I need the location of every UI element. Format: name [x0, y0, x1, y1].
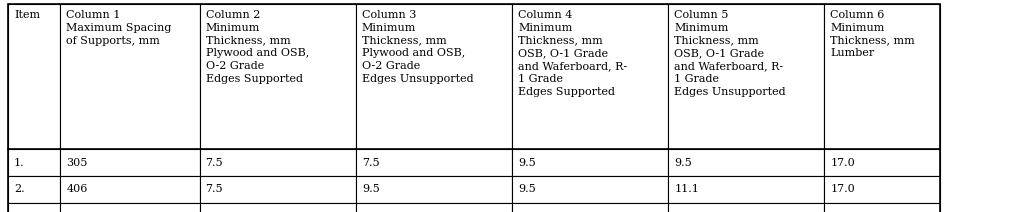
Text: Column 5
Minimum
Thickness, mm
OSB, O-1 Grade
and Waferboard, R-
1 Grade
Edges U: Column 5 Minimum Thickness, mm OSB, O-1 … — [674, 10, 785, 97]
Text: 1.: 1. — [14, 158, 25, 167]
Text: Column 1
Maximum Spacing
of Supports, mm: Column 1 Maximum Spacing of Supports, mm — [67, 10, 172, 97]
Bar — [60, 4, 200, 149]
Bar — [200, 4, 355, 149]
Text: 17.0: 17.0 — [830, 158, 855, 167]
Bar — [60, 203, 200, 212]
Bar — [355, 176, 512, 203]
Text: 9.5: 9.5 — [518, 158, 536, 167]
Text: 7.5: 7.5 — [361, 158, 379, 167]
Bar — [8, 149, 60, 176]
Bar — [669, 149, 824, 176]
Bar — [200, 149, 355, 176]
Bar — [355, 203, 512, 212]
Bar — [824, 176, 940, 203]
Bar — [824, 203, 940, 212]
Bar — [669, 4, 824, 149]
Text: Item: Item — [14, 10, 40, 20]
Bar — [60, 176, 200, 203]
Text: 7.5: 7.5 — [206, 158, 223, 167]
Text: 17.0: 17.0 — [830, 184, 855, 194]
Bar — [355, 4, 512, 149]
Bar — [512, 203, 669, 212]
Bar — [8, 203, 60, 212]
Bar — [512, 149, 669, 176]
Bar — [824, 149, 940, 176]
Text: Column 4
Minimum
Thickness, mm
OSB, O-1 Grade
and Waferboard, R-
1 Grade
Edges S: Column 4 Minimum Thickness, mm OSB, O-1 … — [518, 10, 627, 97]
Text: 9.5: 9.5 — [361, 184, 380, 194]
Text: Column 3
Minimum
Thickness, mm
Plywood and OSB,
O-2 Grade
Edges Unsupported: Column 3 Minimum Thickness, mm Plywood a… — [361, 10, 473, 97]
Bar — [8, 4, 60, 149]
Text: 9.5: 9.5 — [674, 158, 692, 167]
Bar — [669, 203, 824, 212]
Bar — [512, 176, 669, 203]
Text: 7.5: 7.5 — [206, 184, 223, 194]
Bar — [200, 176, 355, 203]
Text: 406: 406 — [67, 184, 88, 194]
Text: Column 2
Minimum
Thickness, mm
Plywood and OSB,
O-2 Grade
Edges Supported: Column 2 Minimum Thickness, mm Plywood a… — [206, 10, 309, 97]
Bar — [60, 149, 200, 176]
Text: 2.: 2. — [14, 184, 25, 194]
Bar — [8, 176, 60, 203]
Bar — [824, 4, 940, 149]
Bar — [355, 149, 512, 176]
Text: 9.5: 9.5 — [518, 184, 536, 194]
Bar — [512, 4, 669, 149]
Text: 11.1: 11.1 — [674, 184, 699, 194]
Text: 305: 305 — [67, 158, 88, 167]
Bar — [200, 203, 355, 212]
Text: Column 6
Minimum
Thickness, mm
Lumber: Column 6 Minimum Thickness, mm Lumber — [830, 10, 915, 110]
Bar — [669, 176, 824, 203]
